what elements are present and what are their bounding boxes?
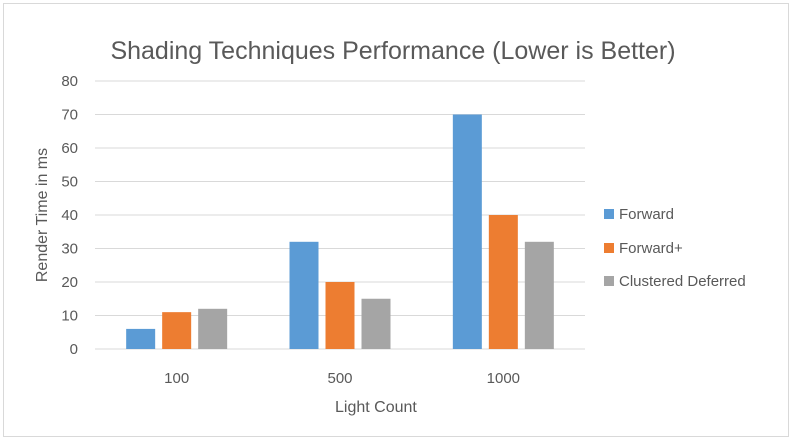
bar-clustered-deferred-100 [198, 308, 228, 349]
legend-label: Forward [619, 206, 674, 223]
chart-frame [3, 3, 789, 437]
bar-forward-1000 [452, 114, 482, 349]
legend-swatch [604, 243, 614, 253]
legend-swatch [604, 276, 614, 286]
y-tick-label: 60 [61, 140, 78, 157]
y-tick-label: 70 [61, 107, 78, 124]
y-tick-label: 20 [61, 274, 78, 291]
y-tick-label: 50 [61, 174, 78, 191]
bar-forward--1000 [488, 215, 518, 349]
y-tick-label: 0 [70, 341, 78, 358]
x-tick-label: 1000 [487, 370, 520, 387]
chart-title: Shading Techniques Performance (Lower is… [110, 37, 675, 65]
legend-label: Forward+ [619, 240, 683, 257]
y-axis-ticks: 0 10 20 30 40 50 60 70 80 [61, 73, 78, 358]
y-axis-title: Render Time in ms [34, 148, 51, 282]
bar-forward--100 [162, 312, 192, 349]
y-tick-label: 10 [61, 308, 78, 325]
legend-swatch [604, 209, 614, 219]
y-tick-label: 40 [61, 207, 78, 224]
bars [126, 114, 554, 349]
bar-forward--500 [325, 282, 355, 349]
x-axis-title: Light Count [335, 399, 417, 416]
bar-clustered-deferred-500 [361, 298, 391, 349]
legend-label: Clustered Deferred [619, 273, 746, 290]
y-tick-label: 80 [61, 73, 78, 90]
bar-forward-500 [289, 241, 319, 349]
x-axis-ticks: 100 500 1000 [164, 370, 520, 387]
bar-clustered-deferred-1000 [524, 241, 554, 349]
bar-forward-100 [126, 328, 156, 349]
x-tick-label: 500 [327, 370, 352, 387]
y-tick-label: 30 [61, 241, 78, 258]
legend: Forward Forward+ Clustered Deferred [604, 206, 746, 290]
x-tick-label: 100 [164, 370, 189, 387]
